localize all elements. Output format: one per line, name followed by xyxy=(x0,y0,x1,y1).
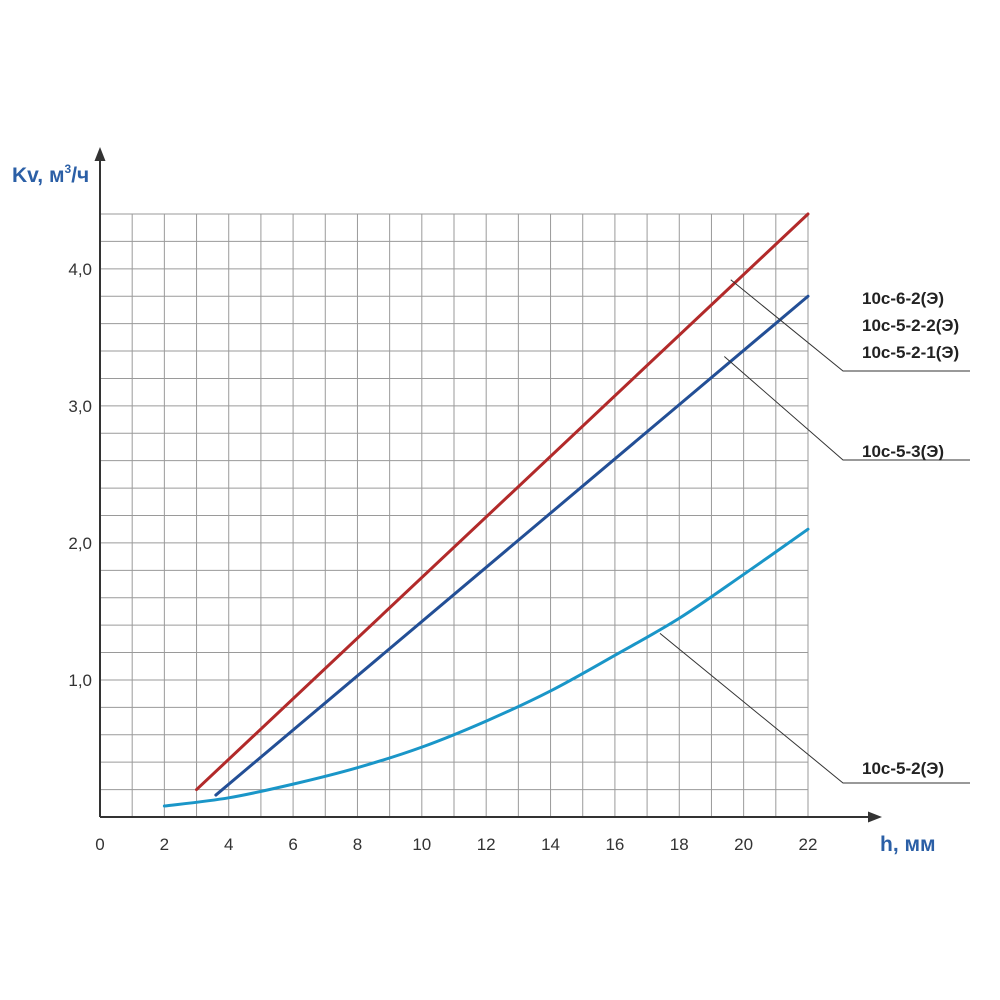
x-tick-label: 18 xyxy=(670,835,689,854)
series-line xyxy=(162,527,810,808)
grid xyxy=(100,213,809,817)
x-tick-label: 22 xyxy=(799,835,818,854)
annotation-label: 10с-6-2(Э) xyxy=(862,289,944,308)
x-tick-label: 14 xyxy=(541,835,560,854)
y-axis-title: Kv, м3/ч xyxy=(12,162,89,187)
x-tick-label: 20 xyxy=(734,835,753,854)
annotation-label: 10с-5-3(Э) xyxy=(862,442,944,461)
x-tick-label: 0 xyxy=(95,835,104,854)
x-axis-arrow xyxy=(868,811,882,823)
y-tick-label: 1,0 xyxy=(68,671,92,690)
y-tick-label: 4,0 xyxy=(68,260,92,279)
y-axis-arrow xyxy=(94,147,106,161)
series-line xyxy=(195,212,810,792)
x-tick-label: 8 xyxy=(353,835,362,854)
axes xyxy=(94,147,882,823)
tick-labels: 0 2 4 6 8 10 12 14 16 18 20 22 1,0 2,0 3,0 4,0 xyxy=(68,260,817,854)
x-axis-title: h, мм xyxy=(880,833,936,856)
series-line xyxy=(214,294,810,797)
annotation-leader-line xyxy=(730,279,970,372)
x-tick-label: 2 xyxy=(160,835,169,854)
annotation-leader-line xyxy=(723,356,970,461)
series-lines xyxy=(162,212,810,808)
annotations: 10с-6-2(Э) 10с-5-2-2(Э) 10с-5-2-1(Э) 10с-5-… xyxy=(659,279,970,784)
x-tick-label: 6 xyxy=(288,835,297,854)
x-tick-label: 4 xyxy=(224,835,233,854)
annotation-leader-line xyxy=(659,632,970,784)
y-tick-label: 3,0 xyxy=(68,397,92,416)
y-axis-title-tail: /ч xyxy=(71,164,89,187)
x-tick-label: 16 xyxy=(605,835,624,854)
y-axis-title-sup: 3 xyxy=(65,162,72,176)
annotation-label: 10с-5-2-1(Э) xyxy=(862,343,959,362)
annotation-label: 10с-5-2-2(Э) xyxy=(862,316,959,335)
y-axis-title-main: Kv, м xyxy=(12,164,65,187)
x-tick-label: 12 xyxy=(477,835,496,854)
annotation-label: 10с-5-2(Э) xyxy=(862,759,944,778)
y-tick-label: 2,0 xyxy=(68,534,92,553)
x-tick-label: 10 xyxy=(412,835,431,854)
